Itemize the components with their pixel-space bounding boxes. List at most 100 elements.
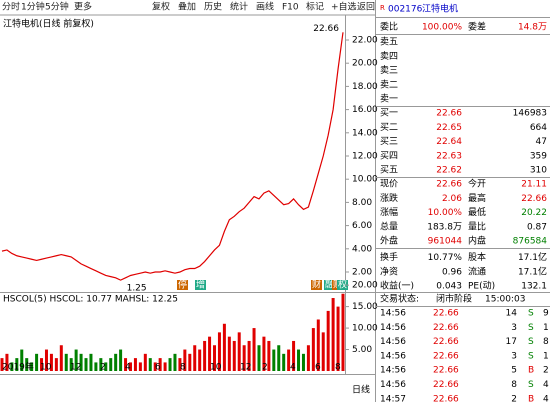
y-tick-label: 6.00 [352,221,372,231]
tick-volume: 14 [506,309,518,319]
x-tick-label: 2 [100,363,106,373]
volume-bar [326,310,330,371]
toolbar-button[interactable]: F10 [282,3,299,13]
y-tick-label: 15.00 [352,302,378,312]
x-tick-label: 2 [262,363,268,373]
toolbar-button[interactable]: +自选 [331,1,357,13]
value: 876584 [513,237,548,247]
volume-bar [306,345,310,371]
tick-count: 1 [543,351,549,361]
volume-bar [336,306,340,371]
event-marker: 融 [325,280,334,291]
volume-bar [168,358,172,371]
volume-bar [213,345,217,371]
label: 内盘 [468,235,486,247]
tick-time: 14:56 [380,309,406,319]
label: 总量 [380,220,398,232]
tick-price: 22.66 [433,380,459,390]
y-tick-label: 20.00 [352,281,378,291]
volume-bar [10,362,14,371]
volume-bar [20,349,24,371]
bid-price: 22.64 [436,137,462,147]
tick-side: S [528,309,534,319]
volume-bar [178,358,182,371]
bid-label: 买三 [380,136,398,147]
event-marker-bg [311,280,322,290]
label: 涨跌 [380,193,398,204]
separator [376,177,550,178]
volume-bar [297,349,301,371]
volume-bar [208,336,212,371]
x-tick-label: 4 [290,363,296,373]
y-tick-label: 12.00 [352,152,378,162]
toolbar-button[interactable]: 分时 [2,1,20,13]
tick-volume: 8 [511,380,517,390]
toolbar-button[interactable]: 统计 [230,1,248,13]
bid-price: 22.63 [436,151,462,161]
volume-bar [59,345,63,371]
label: 现价 [380,179,398,190]
volume-title: HSCOL(5) HSCOL: 10.77 MAHSL: 12.25 [3,295,178,305]
toolbar-button[interactable]: 历史 [204,1,222,13]
price-line [1,32,344,281]
volume-bar [222,323,226,371]
value: 17.1亿 [518,265,547,277]
toolbar-button[interactable]: 复权 [152,1,170,13]
tick-count: 9 [543,309,549,319]
toolbar-button[interactable]: 更多 [74,1,92,13]
bid-label: 买一 [380,108,398,119]
volume-bar [252,328,256,371]
volume-bar [163,362,167,371]
label: 净资 [380,265,398,277]
toolbar-button[interactable]: 返回 [357,1,375,13]
bid-label: 买二 [380,122,398,133]
volume-bar [119,349,123,371]
volume-bar [316,319,320,371]
event-marker: 停 [178,279,187,291]
volume-bar [292,340,296,371]
bid-volume: 146983 [513,109,547,119]
volume-bar [54,358,58,371]
stock-name: 江特电机 [422,3,458,15]
value: 183.8万 [427,222,462,232]
toolbar-button[interactable]: 标记 [306,1,324,13]
volume-bar [193,345,197,371]
volume-bar [84,358,88,371]
label: 外盘 [380,235,398,247]
y-tick-label: 16.00 [352,105,378,115]
tick-volume: 17 [506,337,517,347]
tick-volume: 3 [511,323,517,333]
label: 收益(一) [380,280,414,292]
volume-bar [49,353,53,371]
toolbar-button[interactable]: 1分钟 [21,1,45,13]
toolbar-button[interactable]: 5分钟 [45,1,69,13]
tick-count: 2 [543,366,549,376]
event-marker: 增 [196,279,205,291]
toolbar-button[interactable]: 叠加 [178,2,196,13]
volume-bar [104,362,108,371]
separator [376,292,550,293]
tick-time: 14:56 [380,351,406,361]
toolbar-button[interactable]: 画线 [256,1,274,13]
y-tick-label: 14.00 [352,128,378,138]
volume-bar [44,349,48,371]
tick-side: S [528,323,534,333]
tick-time: 14:56 [380,366,406,376]
volume-bar [301,353,305,371]
label: 换手 [380,251,398,263]
tick-time: 14:56 [380,323,406,333]
volume-bar [247,340,251,371]
x-tick-label: 12 [240,363,251,373]
volume-bar [287,349,291,371]
volume-bar [173,353,177,371]
event-marker-bg [177,280,188,290]
low-annotation: 1.25 [127,284,147,294]
value: 14.8万 [518,23,547,33]
label: 涨幅 [380,206,398,218]
quote-mark: R [380,4,385,12]
volume-bar [232,340,236,371]
tick-price: 22.66 [433,337,459,347]
y-tick-label: 8.00 [352,198,372,208]
value: 22.66 [521,194,547,204]
